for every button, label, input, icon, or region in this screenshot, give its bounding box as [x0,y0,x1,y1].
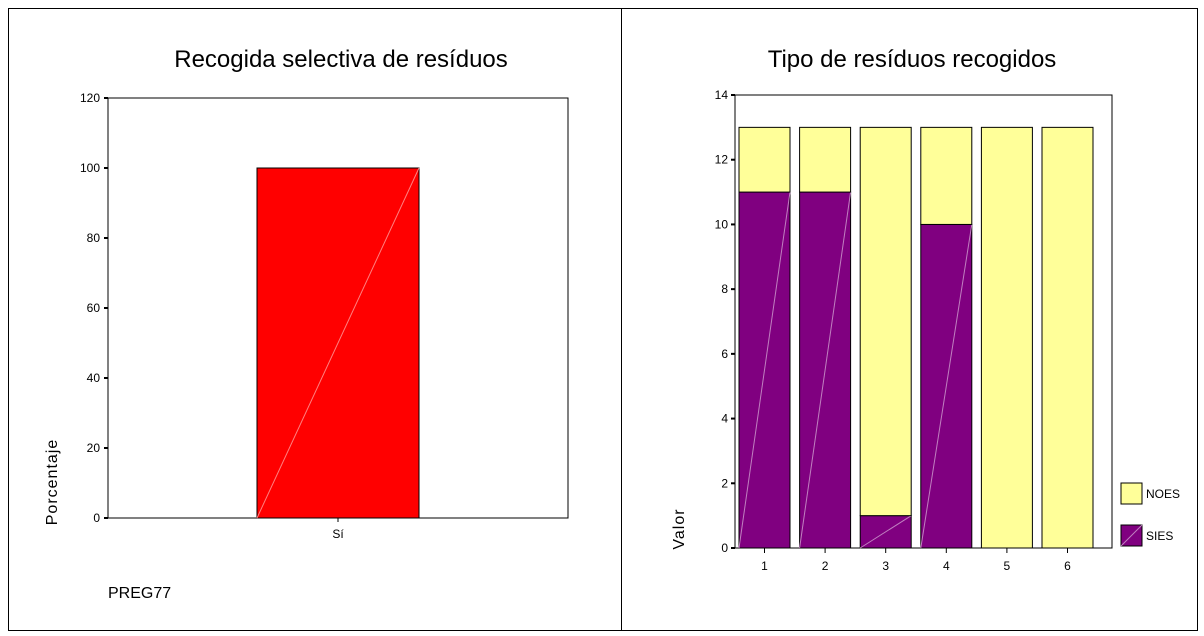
chart1-y-tick-label: 60 [87,301,101,315]
chart1-title: Recogida selectiva de resíduos [174,46,508,73]
chart1-x-tick-label: Sí [332,527,344,541]
chart1-y-tick-label: 120 [80,91,100,105]
chart1-x-axis-label: PREG77 [108,585,171,602]
chart1-y-axis-label: Porcentaje [44,439,61,526]
panel-divider [621,8,622,631]
chart1-bar-hatch [256,167,420,519]
chart1-y-tick-label: 100 [80,161,100,175]
figure-frame [8,8,1198,631]
chart1-bars [256,167,420,519]
chart1-y-tick-label: 0 [93,511,100,525]
chart1-y-tick-label: 40 [87,371,101,385]
chart1-x-ticks: Sí [332,518,344,541]
chart1-y-axis: 0 20 40 60 80 100 120 [80,91,108,525]
chart1-y-tick-label: 20 [87,441,101,455]
chart-recogida-selectiva: Recogida selectiva de resíduos 0 20 40 60 80… [44,46,569,602]
chart1-y-tick-label: 80 [87,231,101,245]
